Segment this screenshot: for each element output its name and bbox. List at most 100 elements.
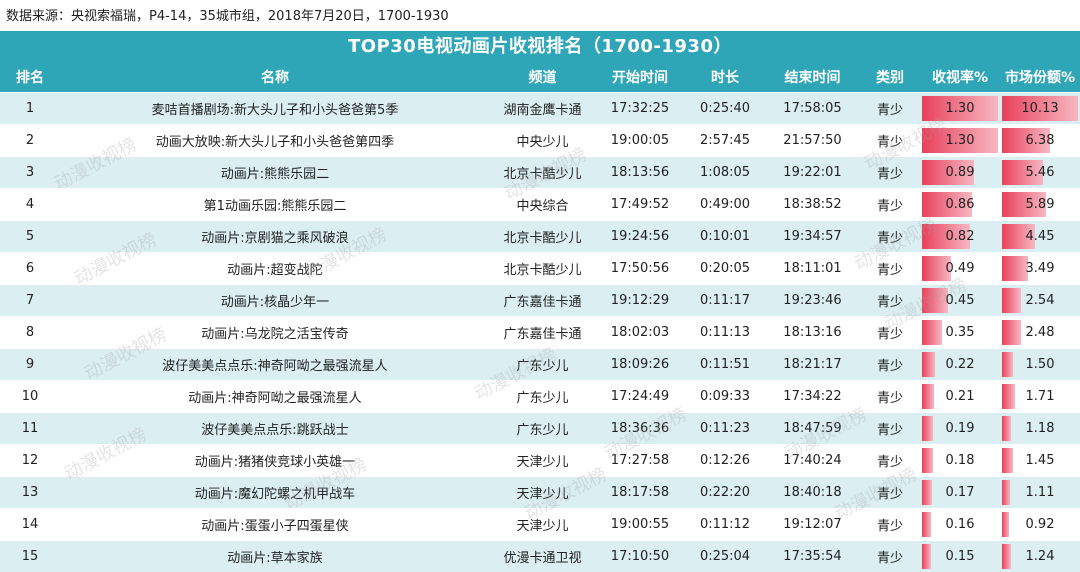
share-bar-cell: 5.46	[1000, 157, 1080, 188]
name-cell: 动画片:蛋蛋小子四蛋星侠	[201, 519, 349, 534]
table-row[interactable]: 13 动画片:魔幻陀螺之机甲战车 天津少儿 18:17:58 0:22:20 18:40:…	[0, 476, 1080, 508]
duration-cell: 0:11:17	[699, 293, 751, 308]
table-row[interactable]: 15 动画片:草本家族 优漫卡通卫视 17:10:50 0:25:04 17:35:54 青…	[0, 540, 1080, 572]
table-row[interactable]: 3 动画片:熊熊乐园二 北京卡酷少儿 18:13:56 1:08:05 19:22:01 青…	[0, 156, 1080, 188]
end-time-cell: 17:35:54	[783, 549, 842, 564]
channel-cell: 北京卡酷少儿	[503, 263, 582, 278]
share-bar-value: 10.13	[1021, 101, 1059, 116]
duration-cell: 0:09:33	[699, 389, 751, 404]
table-row[interactable]: 7 动画片:核晶少年一 广东嘉佳卡通 19:12:29 0:11:17 19:23:46 青…	[0, 284, 1080, 316]
share-bar-cell: 2.48	[1000, 317, 1080, 348]
start-time-cell: 17:27:58	[610, 453, 670, 468]
duration-cell: 0:11:51	[699, 357, 751, 372]
rating-bar-value: 0.49	[945, 261, 975, 276]
rating-bar	[922, 256, 951, 281]
duration-cell: 0:11:12	[699, 517, 751, 532]
rank-cell: 5	[25, 229, 35, 244]
table-row[interactable]: 2 动画大放映:新大头儿子和小头爸爸第四季 中央少儿 19:00:05 2:57:45 2…	[0, 124, 1080, 156]
end-time-cell: 18:11:01	[783, 261, 842, 276]
end-time-cell: 19:34:57	[783, 229, 842, 244]
rank-cell: 12	[21, 453, 39, 468]
header-duration[interactable]: 时长	[711, 70, 739, 86]
end-time-cell: 21:57:50	[783, 133, 842, 148]
start-time-cell: 18:02:03	[610, 325, 670, 340]
table-row[interactable]: 6 动画片:超变战陀 北京卡酷少儿 17:50:56 0:20:05 18:11:01 青少…	[0, 252, 1080, 284]
duration-cell: 0:22:20	[699, 485, 751, 500]
duration-cell: 1:08:05	[699, 165, 751, 180]
share-bar	[1002, 480, 1010, 505]
type-cell: 青少	[876, 135, 903, 150]
rating-bar-cell: 0.18	[920, 445, 1000, 476]
header-rank[interactable]: 排名	[16, 70, 44, 86]
rating-bar-cell: 0.82	[920, 221, 1000, 252]
share-bar-value: 6.38	[1025, 133, 1055, 148]
header-rating[interactable]: 收视率%	[931, 70, 989, 86]
share-bar-value: 1.71	[1025, 389, 1055, 404]
share-bar	[1002, 224, 1035, 249]
name-cell: 动画大放映:新大头儿子和小头爸爸第四季	[155, 135, 395, 150]
table-row[interactable]: 5 动画片:京剧猫之乘风破浪 北京卡酷少儿 19:24:56 0:10:01 19:34:…	[0, 220, 1080, 252]
start-time-cell: 18:09:26	[610, 357, 670, 372]
duration-cell: 0:25:40	[699, 101, 751, 116]
rating-bar-value: 0.19	[945, 421, 975, 436]
rank-cell: 11	[21, 421, 39, 436]
channel-cell: 中央少儿	[516, 135, 569, 150]
share-bar	[1002, 256, 1028, 281]
header-type[interactable]: 类别	[876, 70, 904, 86]
rating-bar-cell: 0.45	[920, 285, 1000, 316]
rank-cell: 10	[21, 389, 39, 404]
rating-bar-cell: 0.35	[920, 317, 1000, 348]
duration-cell: 0:49:00	[699, 197, 751, 212]
start-time-cell: 17:49:52	[610, 197, 670, 212]
rating-bar	[922, 448, 933, 473]
share-bar-value: 2.54	[1025, 293, 1055, 308]
type-cell: 青少	[876, 391, 903, 406]
end-time-cell: 17:58:05	[783, 101, 842, 116]
header-share[interactable]: 市场份额%	[1004, 70, 1076, 86]
rank-cell: 1	[25, 101, 35, 116]
end-time-cell: 18:13:16	[783, 325, 842, 340]
rank-cell: 14	[21, 517, 39, 532]
share-bar-cell: 1.50	[1000, 349, 1080, 380]
table-body: 1 麦咭首播剧场:新大头儿子和小头爸爸第5季 湖南金鹰卡通 17:32:25 0:25:…	[0, 93, 1080, 572]
rank-cell: 15	[21, 549, 39, 564]
type-cell: 青少	[876, 487, 903, 502]
header-start[interactable]: 开始时间	[612, 70, 668, 86]
rating-bar-cell: 0.16	[920, 509, 1000, 540]
share-bar-cell: 6.38	[1000, 125, 1080, 156]
name-cell: 动画片:京剧猫之乘风破浪	[201, 231, 349, 246]
header-end[interactable]: 结束时间	[784, 70, 841, 86]
share-bar-value: 1.45	[1025, 453, 1055, 468]
share-bar-cell: 0.92	[1000, 509, 1080, 540]
table-row[interactable]: 12 动画片:猪猪侠竞球小英雄一 天津少儿 17:27:58 0:12:26 17:40:…	[0, 444, 1080, 476]
header-channel[interactable]: 频道	[528, 70, 557, 86]
rating-bar-value: 1.30	[945, 133, 975, 148]
name-cell: 动画片:草本家族	[227, 551, 323, 566]
table-row[interactable]: 1 麦咭首播剧场:新大头儿子和小头爸爸第5季 湖南金鹰卡通 17:32:25 0:25:…	[0, 93, 1080, 124]
channel-cell: 中央综合	[516, 199, 569, 214]
table-row[interactable]: 14 动画片:蛋蛋小子四蛋星侠 天津少儿 19:00:55 0:11:12 19:12:0…	[0, 508, 1080, 540]
rating-bar-value: 0.17	[945, 485, 975, 500]
rating-bar	[922, 288, 948, 313]
rating-bar-cell: 1.30	[920, 93, 1000, 124]
header-name[interactable]: 名称	[261, 70, 289, 86]
rating-bar	[922, 384, 934, 409]
table-row[interactable]: 8 动画片:乌龙院之活宝传奇 广东嘉佳卡通 18:02:03 0:11:13 18:13:…	[0, 316, 1080, 348]
share-bar-value: 4.45	[1025, 229, 1055, 244]
table-row[interactable]: 11 波仔美美点点乐:跳跃战士 广东少儿 18:36:36 0:11:23 18:47:5…	[0, 412, 1080, 444]
start-time-cell: 17:32:25	[610, 101, 670, 116]
table-row[interactable]: 9 波仔美美点点乐:神奇阿呦之最强流星人 广东少儿 18:09:26 0:11:51 18…	[0, 348, 1080, 380]
end-time-cell: 18:38:52	[783, 197, 842, 212]
table-row[interactable]: 10 动画片:神奇阿呦之最强流星人 广东少儿 17:24:49 0:09:33 17:34…	[0, 380, 1080, 412]
duration-cell: 0:11:23	[699, 421, 751, 436]
name-cell: 动画片:乌龙院之活宝传奇	[201, 327, 349, 342]
rating-bar-cell: 0.19	[920, 413, 1000, 444]
rating-bar-value: 0.18	[945, 453, 975, 468]
duration-cell: 0:11:13	[699, 325, 751, 340]
table-row[interactable]: 4 第1动画乐园:熊熊乐园二 中央综合 17:49:52 0:49:00 18:38:52…	[0, 188, 1080, 220]
share-bar	[1002, 96, 1078, 121]
rating-bar-cell: 0.21	[920, 381, 1000, 412]
rating-bar	[922, 320, 942, 345]
rating-bar-value: 0.21	[945, 389, 975, 404]
name-cell: 动画片:魔幻陀螺之机甲战车	[194, 487, 356, 502]
